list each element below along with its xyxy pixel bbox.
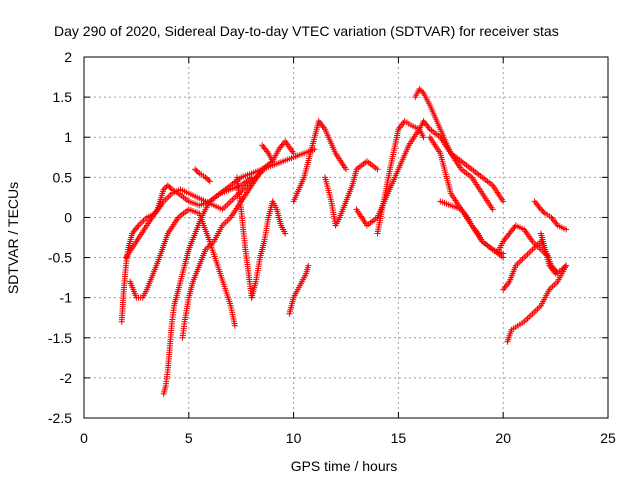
y-tick-label: 0 — [64, 209, 72, 225]
series-track-l — [322, 158, 381, 229]
trace-marker — [193, 167, 200, 174]
data-point — [248, 174, 255, 181]
trace-marker — [205, 177, 212, 184]
data-point — [192, 166, 199, 173]
y-tick-label: -0.5 — [48, 250, 72, 266]
series-track-q — [437, 198, 507, 257]
series-track-h — [248, 198, 289, 301]
y-tick-label: 1 — [64, 129, 72, 145]
y-axis-label: SDTVAR / TECUs — [5, 182, 21, 294]
data-point — [489, 206, 496, 213]
x-axis-label: GPS time / hours — [291, 458, 398, 474]
series-track-p — [426, 134, 507, 261]
y-tick-label: -1 — [60, 290, 73, 306]
x-axis: 0 5 10 15 20 25 — [80, 57, 616, 446]
data-point — [500, 198, 507, 205]
y-axis: -2.5 -2 -1.5 -1 -0.5 0 0.5 1 1.5 2 — [48, 49, 608, 426]
series-track-b — [122, 146, 318, 261]
plot-frame — [83, 56, 609, 419]
data-point — [231, 322, 238, 329]
series-track-v — [537, 230, 570, 277]
trace-marker — [162, 185, 169, 192]
series-track-g — [234, 174, 255, 301]
data-points — [118, 86, 570, 397]
x-tick-label: 25 — [600, 430, 616, 446]
series-track-t — [504, 262, 570, 345]
data-point — [305, 262, 312, 269]
series-track-n — [374, 118, 427, 237]
trace-marker — [539, 207, 546, 214]
data-point — [290, 150, 297, 157]
trace-marker — [166, 183, 173, 190]
trace-marker — [540, 209, 547, 216]
grid — [84, 57, 608, 418]
trace-marker — [561, 263, 568, 270]
data-point — [206, 178, 213, 185]
y-tick-label: 0.5 — [53, 169, 73, 185]
x-tick-label: 20 — [495, 430, 511, 446]
series-track-o — [412, 86, 496, 213]
series-track-f — [192, 166, 213, 185]
y-tick-label: 2 — [64, 49, 72, 65]
x-tick-label: 10 — [286, 430, 302, 446]
y-tick-label: -2 — [60, 370, 73, 386]
data-point — [558, 266, 565, 273]
x-tick-label: 15 — [391, 430, 407, 446]
data-point — [311, 146, 318, 153]
series-track-i — [259, 138, 297, 165]
data-point — [374, 166, 381, 173]
data-point — [343, 166, 349, 173]
x-tick-label: 0 — [80, 430, 88, 446]
x-tick-label: 5 — [185, 430, 193, 446]
series-track-u — [531, 198, 570, 233]
data-point — [282, 230, 289, 237]
series-track-j — [286, 262, 312, 317]
data-point — [563, 226, 570, 233]
trace-marker — [167, 185, 174, 192]
trace-marker — [419, 88, 426, 95]
trace-marker — [194, 168, 201, 175]
data-point — [164, 182, 171, 189]
y-tick-label: -2.5 — [48, 410, 72, 426]
data-point — [416, 86, 423, 93]
series-track-e — [179, 158, 276, 341]
y-tick-label: -1.5 — [48, 330, 72, 346]
chart-title: Day 290 of 2020, Sidereal Day-to-day VTE… — [54, 23, 559, 39]
series-track-k — [290, 118, 349, 205]
data-point — [202, 174, 209, 181]
data-point — [420, 134, 427, 141]
trace-marker — [417, 87, 424, 94]
trace-marker — [203, 175, 210, 182]
y-tick-label: 1.5 — [53, 89, 73, 105]
data-point — [500, 250, 507, 257]
data-point — [563, 262, 570, 269]
data-point — [537, 206, 544, 213]
data-point — [160, 186, 167, 193]
trace-marker — [560, 265, 567, 272]
